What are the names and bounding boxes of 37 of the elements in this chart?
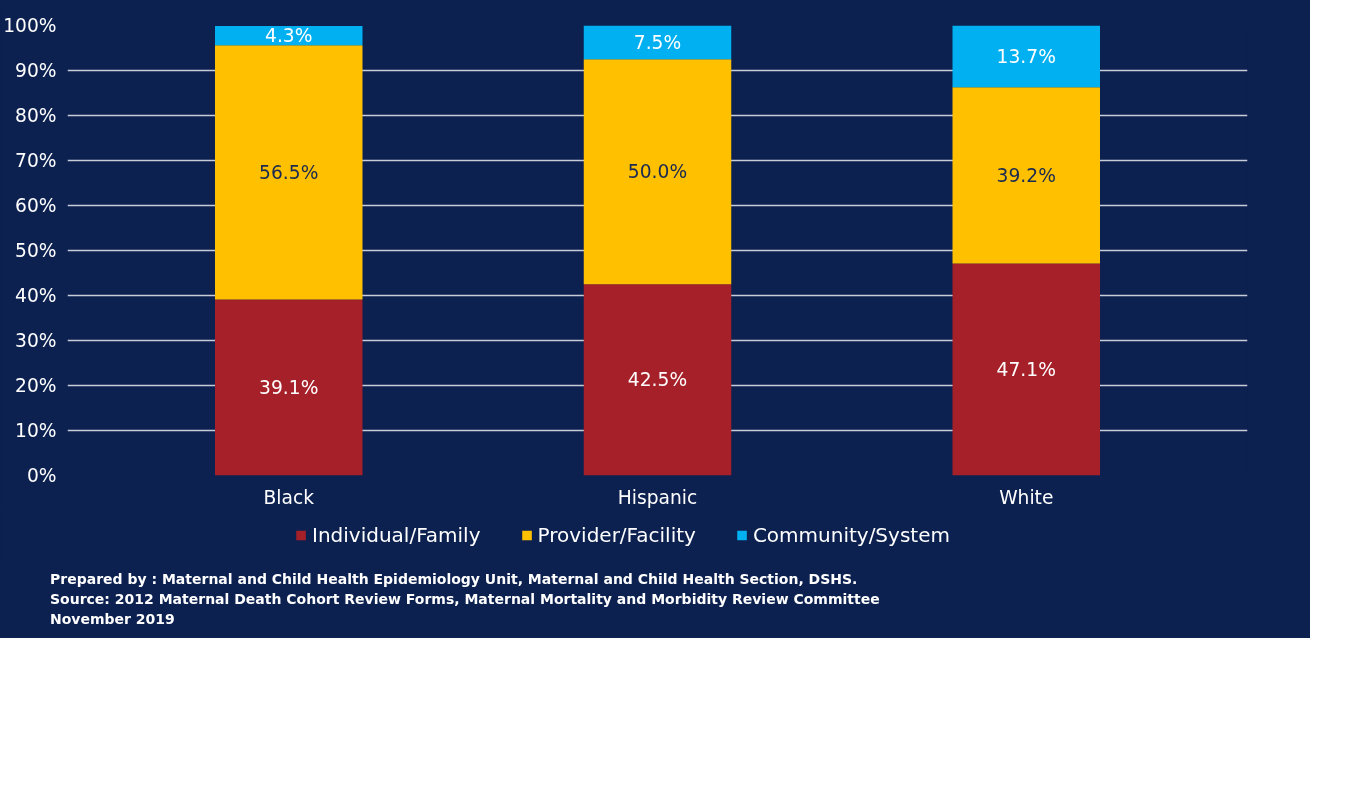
data-label: 56.5% — [259, 161, 319, 183]
bar — [215, 299, 363, 476]
data-label: 39.1% — [259, 377, 319, 399]
data-label: 13.7% — [996, 45, 1056, 67]
bar — [952, 87, 1100, 264]
legend-label: Community/System — [752, 523, 950, 547]
bar — [583, 25, 732, 60]
data-label: 47.1% — [996, 359, 1056, 381]
y-tick-label: 20% — [15, 375, 57, 396]
text: Prepared by : Maternal and Child Health Epidemiology Unit, Maternal and Child Health Section, DSHS. — [50, 571, 858, 587]
x-tick-label: White — [999, 486, 1054, 508]
x-tick-label: Black — [263, 486, 315, 508]
source-note: Source: 2012 Maternal Death Cohort Review Forms, Maternal Mortality and Morbidity Review Committee — [50, 591, 880, 607]
data-label: 39.2% — [996, 164, 1056, 186]
data-label: 50.0% — [627, 161, 688, 183]
data-label: 42.5% — [627, 369, 688, 391]
y-tick-label: 100% — [3, 15, 57, 36]
text: November 2019 — [50, 611, 175, 627]
y-tick-label: 50% — [15, 240, 57, 261]
legend-label: Individual/Family — [312, 523, 481, 547]
data-label: 7.5% — [633, 31, 682, 53]
bar — [583, 284, 732, 476]
y-tick-label: 0% — [26, 465, 57, 486]
y-tick-label: 90% — [15, 60, 57, 81]
legend-label: Provider/Facility — [537, 523, 696, 547]
y-tick-label: 80% — [15, 105, 57, 126]
bar — [952, 263, 1100, 476]
y-tick-label: 10% — [15, 420, 57, 441]
bar — [952, 25, 1100, 88]
bar — [583, 59, 732, 285]
y-tick-label: 30% — [15, 330, 57, 351]
bar — [215, 45, 363, 300]
y-tick-label: 70% — [15, 150, 57, 171]
data-label: 4.3% — [265, 25, 313, 47]
y-tick-label: 60% — [15, 195, 57, 216]
y-tick-label: 40% — [15, 285, 57, 306]
x-tick-label: Hispanic — [617, 486, 698, 508]
